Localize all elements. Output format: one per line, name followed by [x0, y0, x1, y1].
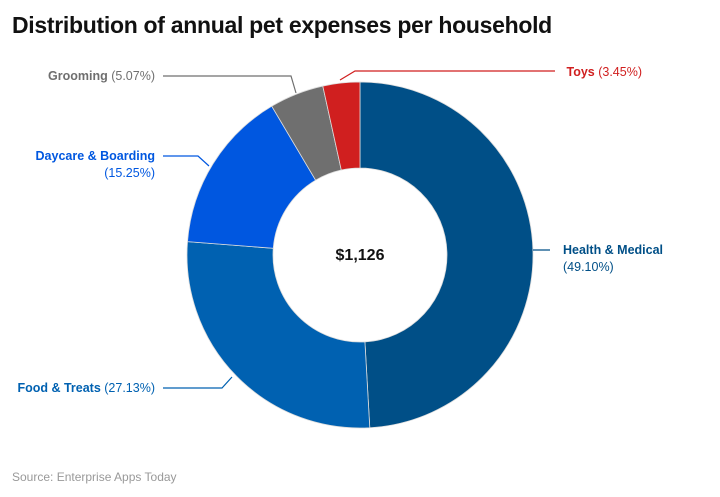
slice-label: (15.25%): [104, 166, 155, 180]
slice-percent: (3.45%): [595, 65, 642, 79]
slice-label: Toys (3.45%): [567, 65, 643, 79]
slice-percent: (15.25%): [104, 166, 155, 180]
leader-line: [163, 155, 210, 167]
slice-name: Daycare & Boarding: [36, 149, 155, 163]
slice-percent: (49.10%): [563, 260, 614, 274]
leader-line: [339, 70, 555, 81]
slice-label: Food & Treats (27.13%): [17, 381, 155, 395]
slice-toys: [322, 81, 361, 171]
chart-title: Distribution of annual pet expenses per …: [12, 12, 552, 38]
slice-name: Toys: [567, 65, 595, 79]
slice-percent: (27.13%): [101, 381, 155, 395]
slice-label: (49.10%): [563, 260, 614, 274]
source-note: Source: Enterprise Apps Today: [12, 470, 177, 484]
leader-line: [163, 75, 297, 94]
slice-health-medical: [359, 81, 534, 429]
center-total-label: $1,126: [336, 247, 385, 264]
slice-label: Daycare & Boarding: [36, 149, 155, 163]
slice-name: Health & Medical: [563, 243, 663, 257]
slice-name: Food & Treats: [17, 381, 100, 395]
slice-food-treats: [186, 241, 371, 429]
slice-name: Grooming: [48, 69, 108, 83]
leader-line: [163, 376, 233, 389]
slice-percent: (5.07%): [108, 69, 155, 83]
slice-label: Health & Medical: [563, 243, 663, 257]
slice-label: Grooming (5.07%): [48, 69, 155, 83]
slice-daycare-boarding: [187, 105, 317, 249]
